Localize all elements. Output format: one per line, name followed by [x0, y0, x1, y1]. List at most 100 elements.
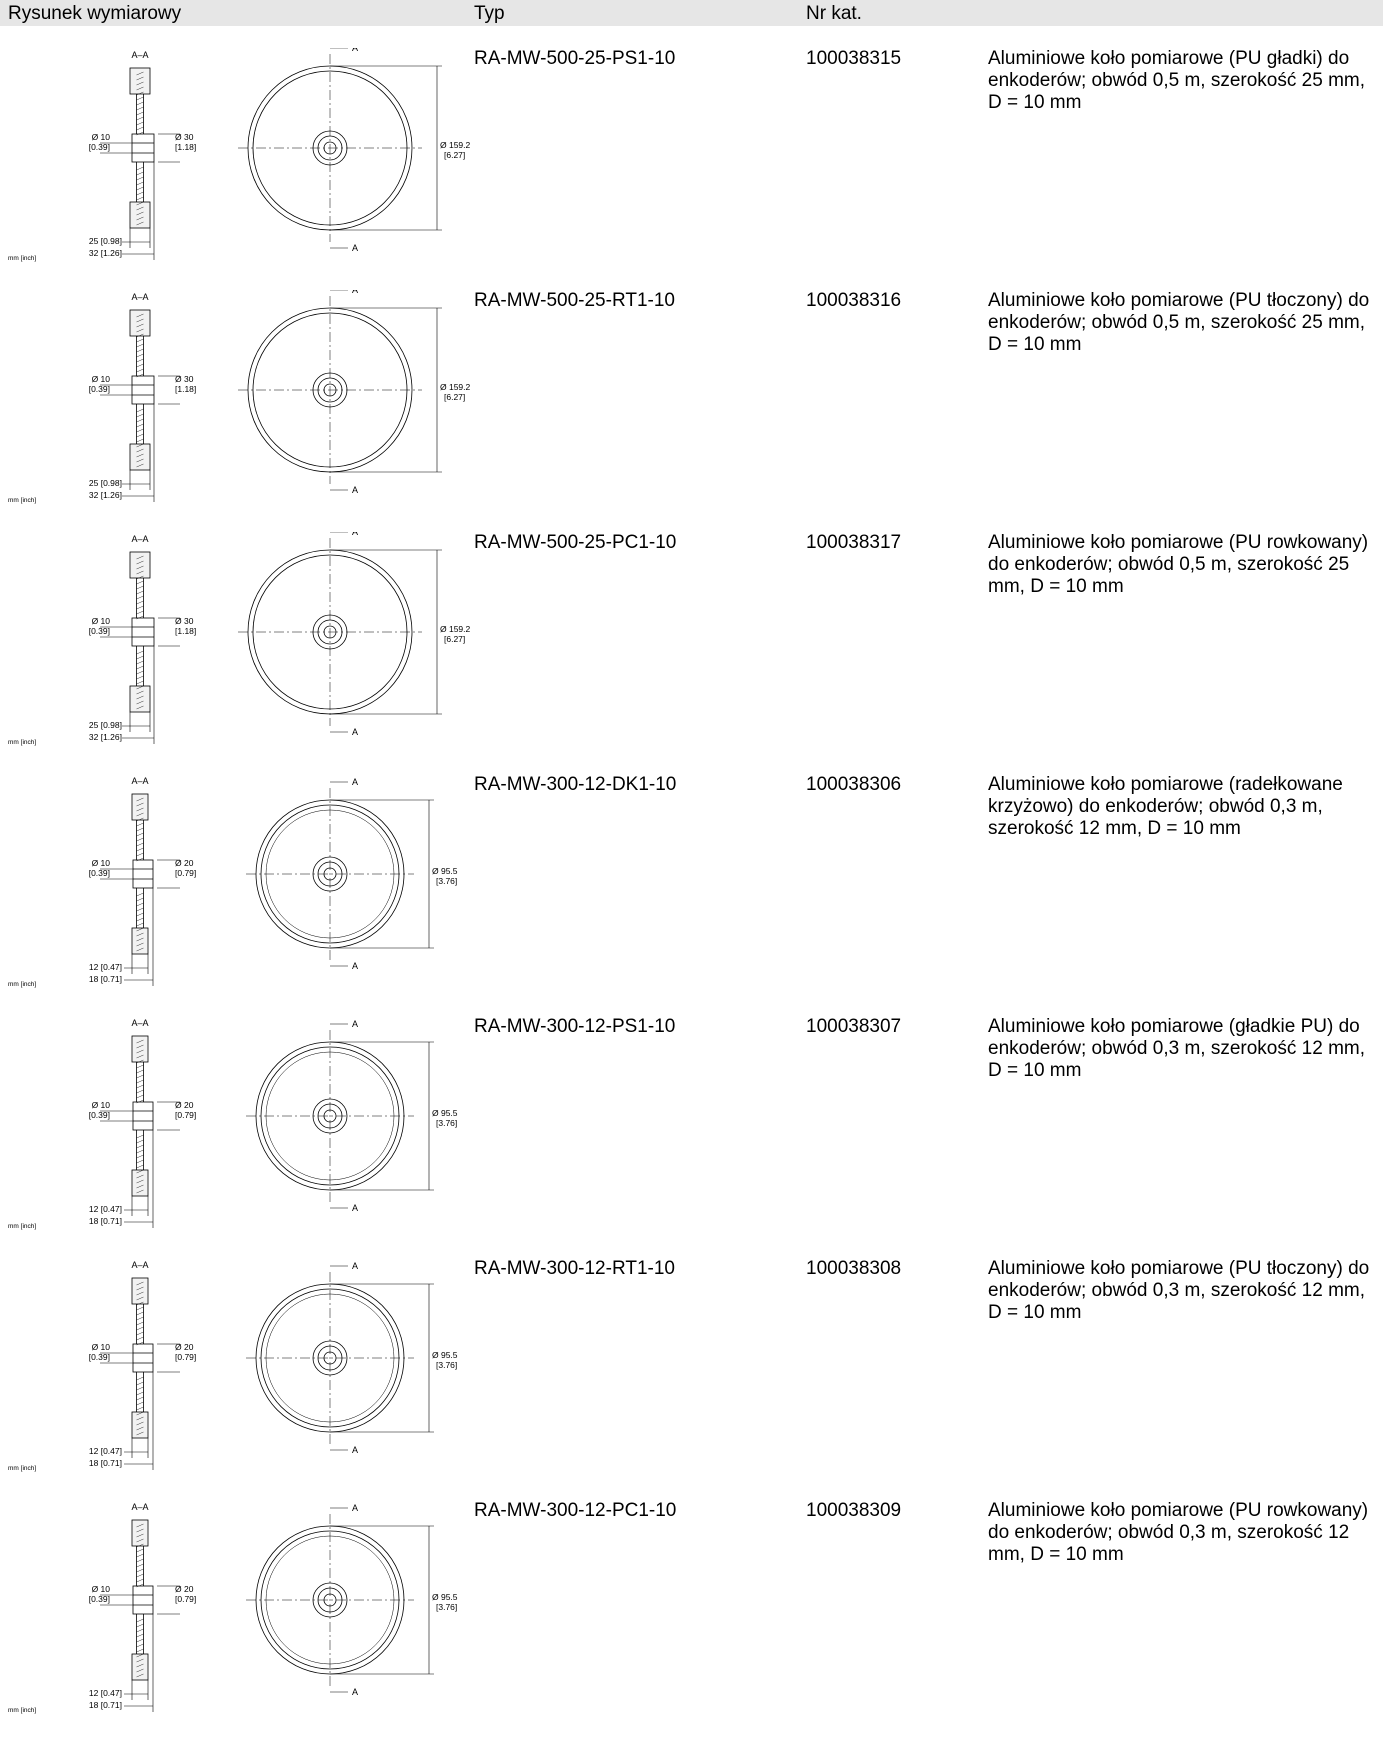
units-label: mm [inch] — [8, 739, 36, 746]
units-label: mm [inch] — [8, 1707, 36, 1714]
catalog-number: 100038306 — [806, 774, 902, 795]
overall-width-dimension: 32 [1.26] — [89, 732, 122, 742]
dimension-drawing: A–A Ø 10[0.39] Ø 20[0.79] 12 [0.47] 18 [0.71… — [8, 776, 458, 988]
product-description: Aluminiowe koło pomiarowe (PU tłoczony) … — [988, 1258, 1370, 1323]
catalog-number: 100038316 — [806, 290, 902, 311]
cut-mark-bottom: A — [352, 485, 358, 495]
catalog-number: 100038308 — [806, 1258, 902, 1279]
catalog-number: 100038307 — [806, 1016, 902, 1037]
cut-mark-top: A — [352, 1261, 358, 1271]
bore-dimension: Ø 10 — [92, 132, 111, 142]
width-dimension: 25 [0.98] — [89, 478, 122, 488]
bore-dimension: Ø 10 — [92, 1584, 111, 1594]
product-row: A–A Ø 10 [0.39] Ø 20 [0.79] 12 [0.47] 18 [0.71… — [0, 1016, 1383, 1256]
units-label: mm [inch] — [8, 497, 36, 504]
product-description: Aluminiowe koło pomiarowe (PU tłoczony) … — [988, 290, 1370, 355]
bore-dimension-inch: [0.39] — [89, 384, 110, 394]
cut-mark-top: A — [352, 1503, 358, 1513]
product-description: Aluminiowe koło pomiarowe (PU rowkowany)… — [988, 532, 1369, 597]
cut-mark-bottom: A — [352, 727, 358, 737]
section-label: A–A — [131, 292, 148, 302]
product-row: A–A Ø 10 [0.39] Ø 30 [1.18] 25 [0.98] 32 [1.26… — [0, 48, 1383, 288]
product-type: RA-MW-500-25-PS1-10 — [474, 48, 676, 69]
dimension-drawing: A–A Ø 10[0.39] Ø 20[0.79] 12 [0.47] 18 [0.71… — [8, 1260, 458, 1472]
bore-dimension: Ø 10 — [92, 616, 111, 626]
width-dimension: 12 [0.47] — [89, 1446, 122, 1456]
outer-diameter: Ø 159.2 — [440, 382, 470, 392]
outer-diameter: Ø 95.5 — [432, 866, 458, 876]
product-row: A–A Ø 10 [0.39] Ø 30 [1.18] 25 [0.98] 32 [1.26… — [0, 290, 1383, 530]
outer-diameter-inch: [3.76] — [436, 1360, 457, 1370]
hub-dimension-inch: [0.79] — [175, 868, 196, 878]
product-description: Aluminiowe koło pomiarowe (PU rowkowany)… — [988, 1500, 1369, 1565]
units-label: mm [inch] — [8, 981, 36, 988]
bore-dimension: Ø 10 — [92, 858, 111, 868]
section-label: A–A — [131, 534, 148, 544]
outer-diameter-inch: [6.27] — [444, 634, 465, 644]
section-label: A–A — [131, 1502, 148, 1512]
overall-width-dimension: 32 [1.26] — [89, 490, 122, 500]
cut-mark-top: A — [352, 1019, 358, 1029]
outer-diameter: Ø 95.5 — [432, 1350, 458, 1360]
cut-mark-top: A — [352, 48, 358, 53]
hub-dimension-inch: [0.79] — [175, 1110, 196, 1120]
header-drawing: Rysunek wymiarowy — [8, 3, 182, 24]
cut-mark-top: A — [352, 290, 358, 295]
product-description: Aluminiowe koło pomiarowe (gładkie PU) d… — [988, 1016, 1366, 1081]
width-dimension: 12 [0.47] — [89, 1204, 122, 1214]
section-label: A–A — [131, 1260, 148, 1270]
units-label: mm [inch] — [8, 255, 36, 262]
outer-diameter-inch: [3.76] — [436, 1118, 457, 1128]
hub-dimension-inch: [0.79] — [175, 1352, 196, 1362]
width-dimension: 25 [0.98] — [89, 720, 122, 730]
dimension-drawing: A–A Ø 10[0.39] Ø 30[1.18] 25 [0.98] 32 [1.26… — [8, 48, 470, 262]
cut-mark-bottom: A — [352, 961, 358, 971]
catalog-number: 100038309 — [806, 1500, 902, 1521]
hub-dimension: Ø 30 — [175, 374, 194, 384]
table-header: Rysunek wymiarowy Typ Nr kat. — [0, 0, 1383, 26]
overall-width-dimension: 18 [0.71] — [89, 1700, 122, 1710]
product-description: Aluminiowe koło pomiarowe (radełkowane k… — [988, 774, 1343, 839]
hub-dimension: Ø 20 — [175, 1100, 194, 1110]
product-type: RA-MW-500-25-RT1-10 — [474, 290, 675, 311]
catalog-number: 100038317 — [806, 532, 902, 553]
cut-mark-bottom: A — [352, 243, 358, 253]
bore-dimension-inch: [0.39] — [89, 142, 110, 152]
overall-width-dimension: 18 [0.71] — [89, 1458, 122, 1468]
width-dimension: 25 [0.98] — [89, 236, 122, 246]
dimension-drawing: A–A Ø 10[0.39] Ø 20[0.79] 12 [0.47] 18 [0.71… — [8, 1502, 458, 1714]
dimension-drawing: A–A Ø 10[0.39] Ø 30[1.18] 25 [0.98] 32 [1.26… — [8, 290, 470, 504]
cut-mark-bottom: A — [352, 1203, 358, 1213]
hub-dimension-inch: [1.18] — [175, 384, 196, 394]
outer-diameter: Ø 95.5 — [432, 1108, 458, 1118]
outer-diameter: Ø 95.5 — [432, 1592, 458, 1602]
overall-width-dimension: 18 [0.71] — [89, 1216, 122, 1226]
cut-mark-top: A — [352, 777, 358, 787]
section-label: A–A — [131, 50, 148, 60]
outer-diameter: Ø 159.2 — [440, 140, 470, 150]
hub-dimension: Ø 20 — [175, 1342, 194, 1352]
header-type: Typ — [474, 3, 505, 24]
width-dimension: 12 [0.47] — [89, 1688, 122, 1698]
units-label: mm [inch] — [8, 1223, 36, 1230]
product-row: A–A Ø 10 [0.39] Ø 20 [0.79] 12 [0.47] 18 [0.71… — [0, 1258, 1383, 1498]
overall-width-dimension: 32 [1.26] — [89, 248, 122, 258]
product-description: Aluminiowe koło pomiarowe (PU gładki) do… — [988, 48, 1366, 113]
outer-diameter: Ø 159.2 — [440, 624, 470, 634]
hub-dimension-inch: [0.79] — [175, 1594, 196, 1604]
hub-dimension: Ø 20 — [175, 1584, 194, 1594]
product-type: RA-MW-300-12-PC1-10 — [474, 1500, 677, 1521]
hub-dimension: Ø 30 — [175, 132, 194, 142]
hub-dimension-inch: [1.18] — [175, 626, 196, 636]
cut-mark-top: A — [352, 532, 358, 537]
bore-dimension-inch: [0.39] — [89, 626, 110, 636]
dimension-drawing: A–A Ø 10[0.39] Ø 20[0.79] 12 [0.47] 18 [0.71… — [8, 1018, 458, 1230]
overall-width-dimension: 18 [0.71] — [89, 974, 122, 984]
product-row: A–A Ø 10 [0.39] Ø 20 [0.79] 12 [0.47] 18 [0.71… — [0, 1500, 1383, 1740]
units-label: mm [inch] — [8, 1465, 36, 1472]
catalog-number: 100038315 — [806, 48, 902, 69]
outer-diameter-inch: [6.27] — [444, 150, 465, 160]
outer-diameter-inch: [6.27] — [444, 392, 465, 402]
hub-dimension-inch: [1.18] — [175, 142, 196, 152]
bore-dimension-inch: [0.39] — [89, 1352, 110, 1362]
